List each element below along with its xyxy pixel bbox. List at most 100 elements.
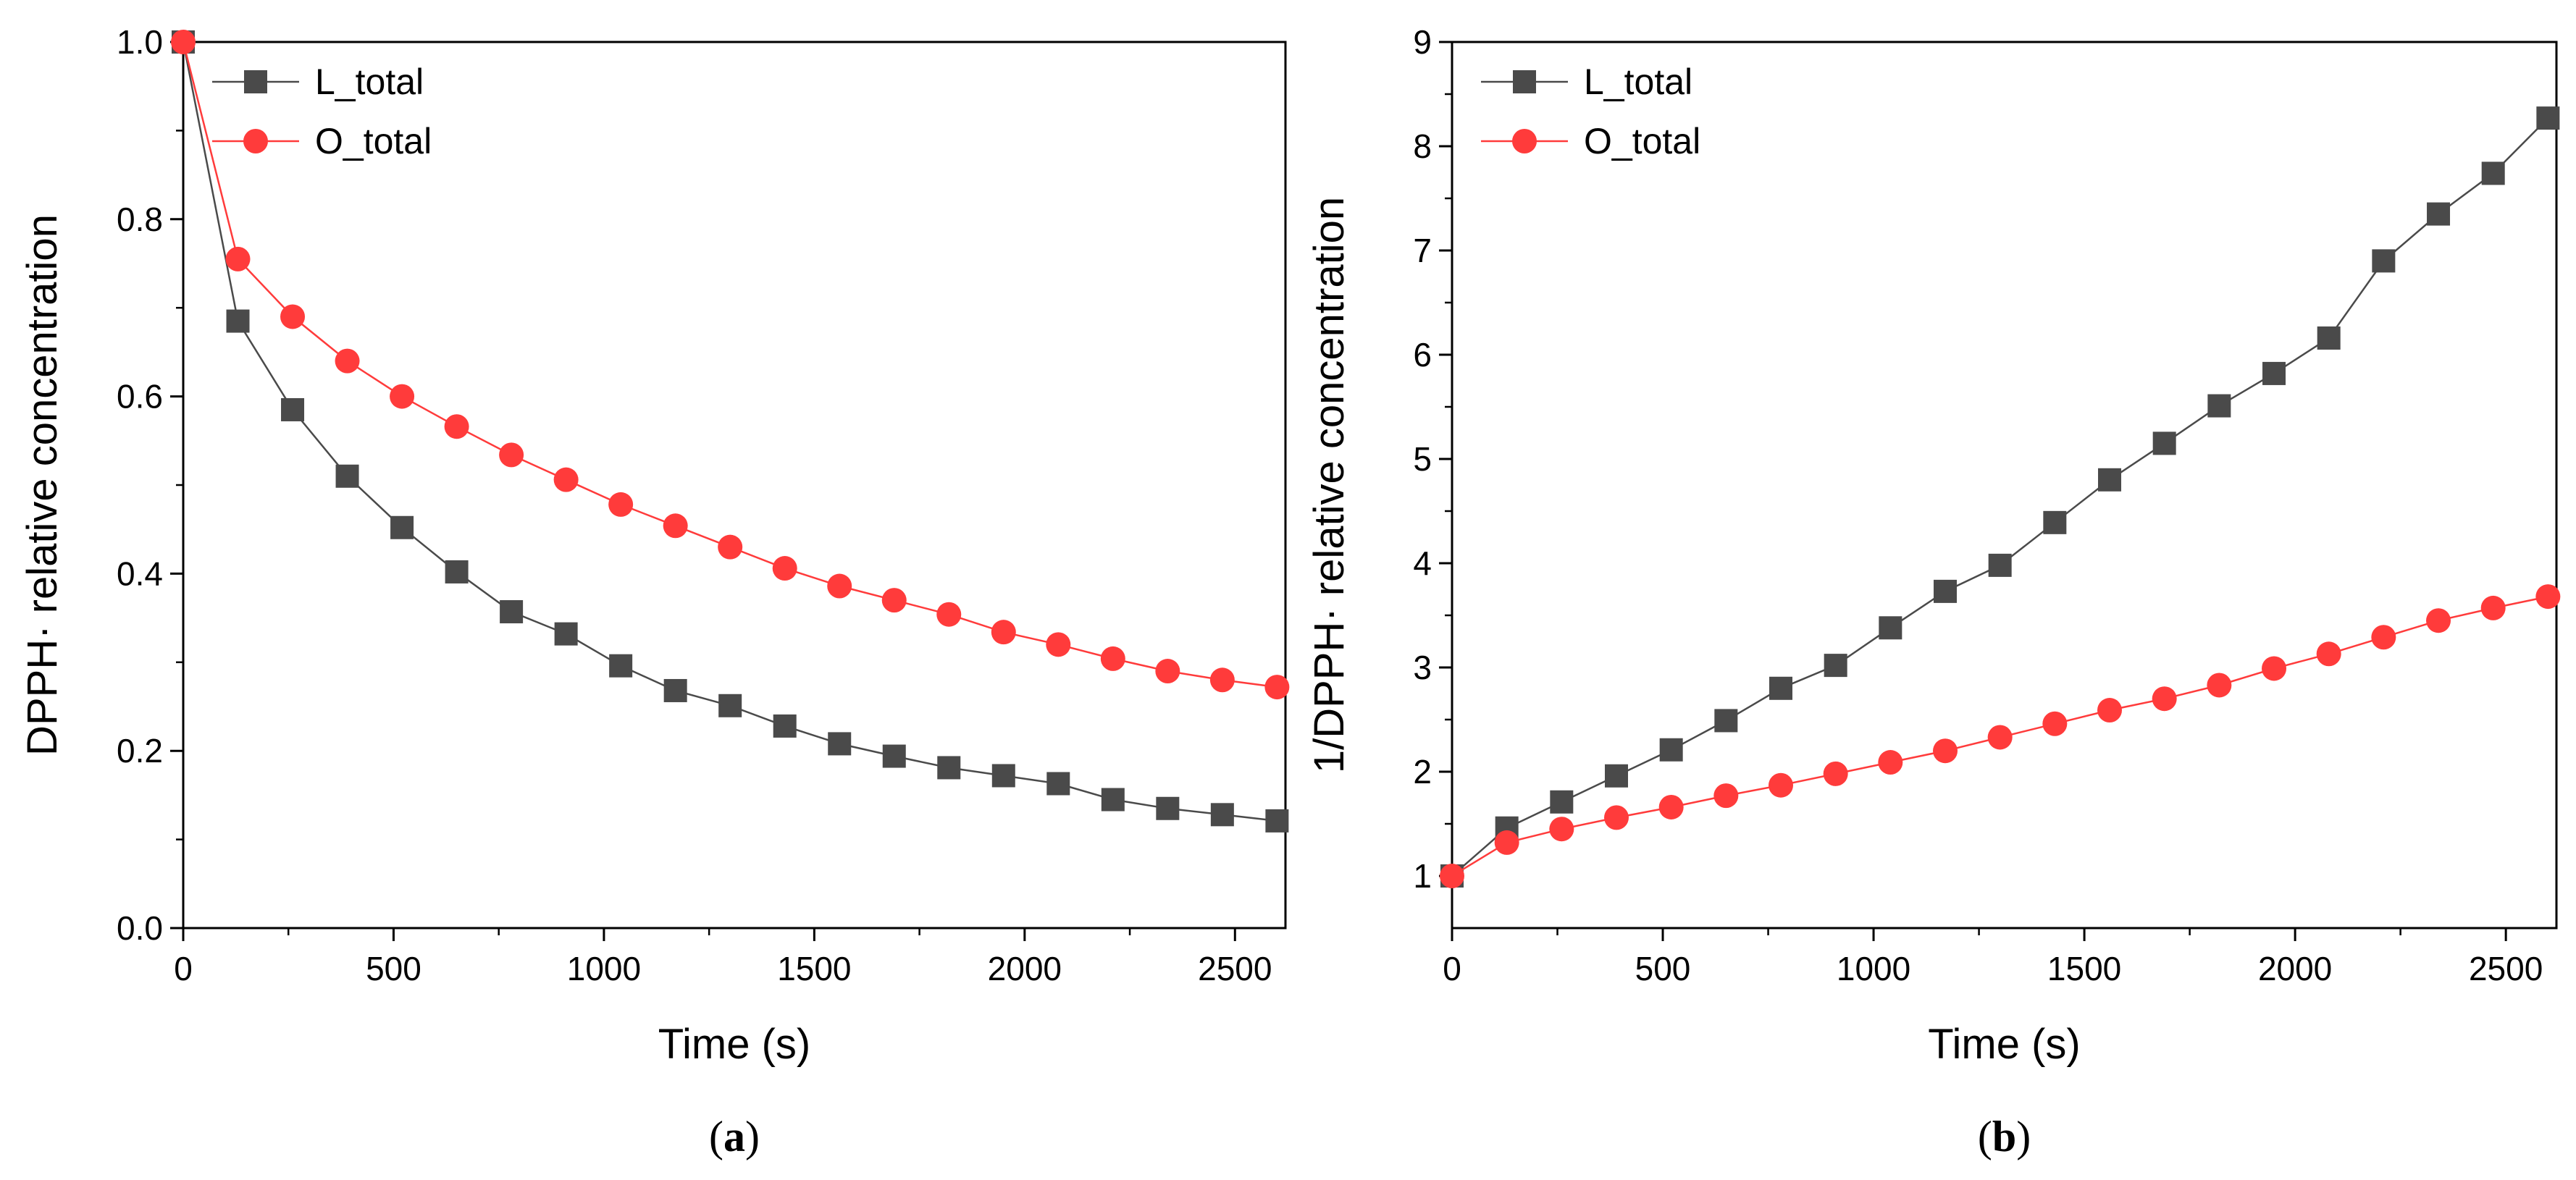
data-point-L_total [828, 732, 852, 756]
x-tick-label: 2000 [2258, 950, 2332, 987]
data-point-O_total [2480, 595, 2506, 620]
data-point-O_total [1494, 830, 1519, 855]
data-point-L_total [390, 515, 414, 539]
data-point-O_total [608, 492, 634, 517]
y-axis-label: 1/DPPH· relative concentration [1306, 197, 1353, 773]
x-axis-label: Time (s) [1928, 1021, 2080, 1068]
data-point-L_total [991, 764, 1015, 788]
data-point-O_total [827, 573, 852, 599]
data-point-L_total [2207, 394, 2231, 418]
data-point-O_total [936, 602, 962, 627]
data-point-L_total [1210, 803, 1234, 827]
data-point-L_total [1769, 676, 1793, 700]
data-point-L_total [2317, 326, 2341, 350]
data-point-L_total [718, 694, 742, 717]
data-point-L_total [2536, 106, 2560, 130]
data-point-L_total [609, 654, 633, 678]
data-point-O_total [1658, 794, 1684, 819]
y-tick-label: 5 [1413, 440, 1432, 478]
data-point-L_total [773, 714, 797, 738]
data-point-O_total [171, 30, 196, 54]
data-point-L_total [2262, 361, 2286, 385]
y-tick-label: 1.0 [117, 23, 163, 61]
data-point-O_total [718, 534, 743, 560]
data-point-L_total [1659, 738, 1683, 762]
data-point-L_total [1046, 772, 1070, 796]
data-point-L_total [1265, 809, 1289, 833]
x-tick-label: 1000 [567, 950, 641, 987]
x-tick-label: 2000 [988, 950, 1062, 987]
data-point-L_total [1824, 654, 1847, 678]
x-tick-label: 500 [1635, 950, 1691, 987]
data-point-O_total [1769, 772, 1794, 798]
data-point-L_total [2372, 249, 2396, 273]
legend-label: L_total [1584, 62, 1692, 102]
y-tick-label: 4 [1413, 544, 1432, 582]
data-point-L_total [2043, 510, 2067, 534]
data-point-O_total [1100, 646, 1125, 671]
data-point-O_total [1933, 738, 1958, 764]
data-point-O_total [881, 588, 907, 613]
plot-frame [1451, 41, 2558, 930]
series-line-L_total [1451, 117, 2549, 877]
data-point-O_total [2426, 608, 2451, 633]
data-point-O_total [2042, 711, 2068, 736]
data-point-O_total [1987, 725, 2013, 750]
data-point-O_total [1549, 817, 1574, 842]
panel-b: 0 500 1000 1500 2000 2500 1 2 3 4 5 6 7 8 9 Time (s) 1/D… [1306, 23, 2561, 1160]
caption-paren: ) [2016, 1113, 2031, 1160]
data-point-O_total [1046, 632, 1071, 657]
y-tick-label: 2 [1413, 753, 1432, 791]
data-point-O_total [280, 304, 306, 329]
data-point-O_total [1713, 783, 1739, 809]
caption-paren: ( [1978, 1113, 1992, 1160]
data-point-O_total [1823, 761, 1848, 786]
x-tick-label: 1500 [777, 950, 851, 987]
data-point-L_total [281, 397, 305, 421]
data-point-O_total [2262, 656, 2287, 681]
x-tick-label: 0 [1443, 950, 1461, 987]
x-tick-label: 1000 [1837, 950, 1910, 987]
data-point-L_total [226, 309, 250, 333]
data-point-O_total [1440, 864, 1464, 888]
data-point-L_total [1550, 790, 1574, 814]
data-point-L_total [2481, 161, 2505, 185]
data-point-L_total [554, 622, 578, 646]
data-point-L_total [1934, 579, 1958, 603]
legend-marker [243, 129, 268, 153]
x-tick-label: 0 [174, 950, 193, 987]
y-tick-label: 0.8 [117, 201, 163, 238]
data-point-L_total [1156, 796, 1180, 820]
data-point-L_total [500, 600, 524, 624]
data-point-L_total [1101, 788, 1125, 812]
data-point-O_total [2097, 698, 2123, 723]
data-point-O_total [991, 620, 1016, 645]
x-tick-label: 2500 [2469, 950, 2543, 987]
legend-marker [1512, 129, 1537, 153]
caption-paren: ( [709, 1113, 723, 1160]
data-point-L_total [663, 678, 687, 702]
data-point-L_total [2098, 468, 2122, 492]
y-tick-label: 0.4 [117, 555, 163, 592]
panel-caption: (a) [709, 1113, 760, 1160]
data-point-L_total [2152, 431, 2176, 455]
data-point-O_total [663, 513, 688, 539]
y-tick-label: 9 [1413, 23, 1432, 61]
data-point-O_total [390, 384, 415, 409]
caption-paren: ) [745, 1113, 760, 1160]
legend-marker [1513, 70, 1536, 93]
y-tick-label: 1 [1413, 857, 1432, 895]
data-point-O_total [1604, 805, 1629, 830]
data-point-O_total [335, 348, 360, 374]
data-point-L_total [937, 756, 961, 780]
y-axis-label: DPPH· relative concentration [19, 214, 66, 756]
legend-marker [244, 70, 267, 93]
data-point-L_total [1714, 709, 1738, 733]
data-point-O_total [499, 442, 524, 468]
data-point-L_total [2427, 202, 2451, 226]
x-axis-label: Time (s) [658, 1021, 810, 1068]
y-tick-label: 3 [1413, 649, 1432, 686]
y-tick-label: 0.2 [117, 732, 163, 770]
panel-caption: (b) [1978, 1113, 2031, 1160]
